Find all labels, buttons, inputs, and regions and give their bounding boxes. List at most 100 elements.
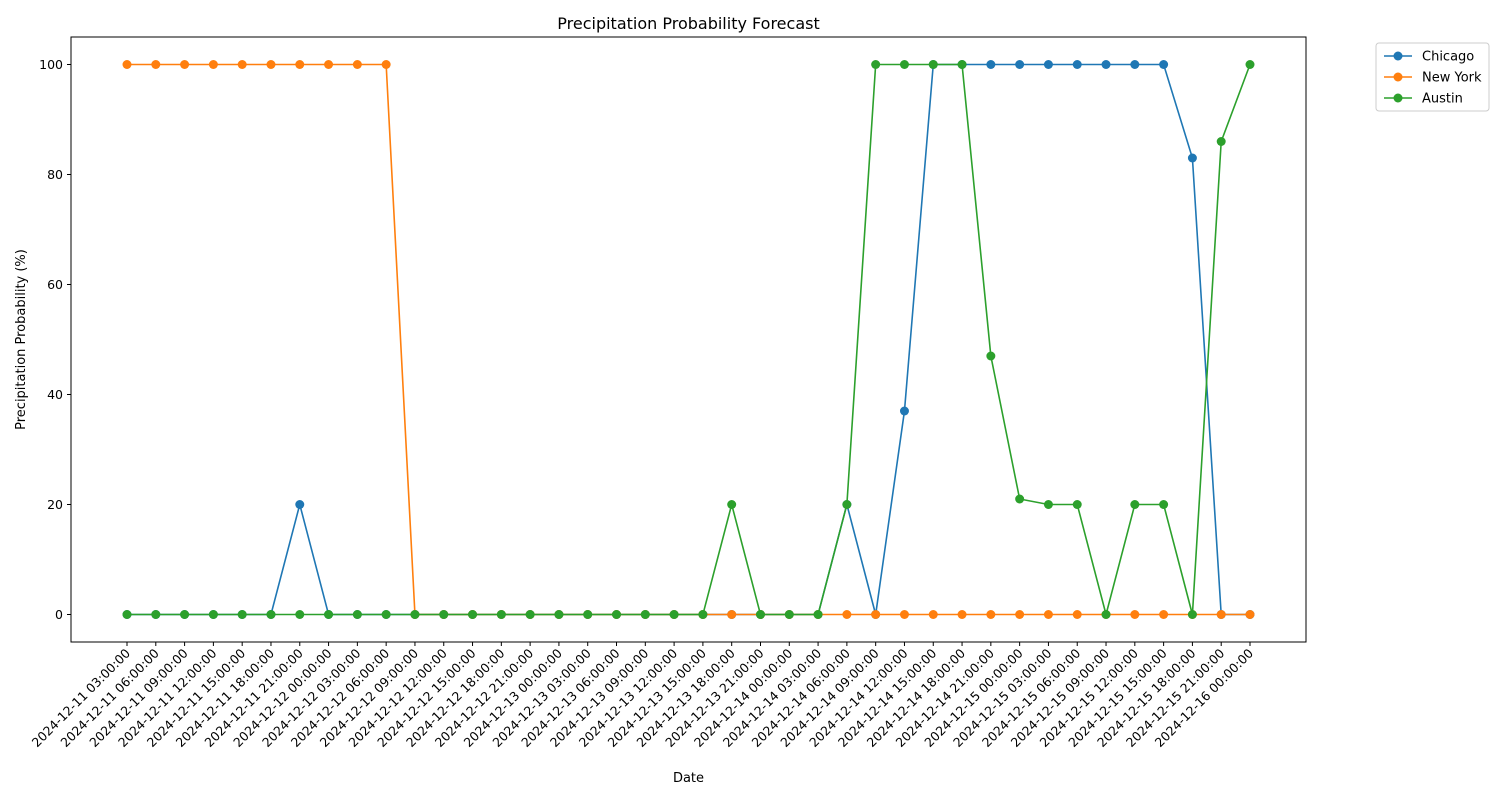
y-tick-label: 40 bbox=[47, 387, 63, 402]
data-point bbox=[439, 610, 449, 619]
data-point bbox=[1187, 153, 1197, 163]
data-point bbox=[727, 500, 737, 509]
data-point bbox=[295, 610, 305, 619]
data-point bbox=[1072, 60, 1082, 69]
y-tick-label: 60 bbox=[47, 277, 63, 292]
data-point bbox=[1130, 610, 1140, 619]
x-axis-label: Date bbox=[673, 771, 704, 786]
data-point bbox=[986, 610, 996, 619]
data-point bbox=[496, 610, 506, 619]
data-point bbox=[208, 610, 218, 619]
data-point bbox=[468, 610, 478, 619]
data-point bbox=[237, 610, 247, 619]
data-point bbox=[957, 610, 967, 619]
data-point bbox=[871, 60, 881, 69]
legend-marker bbox=[1393, 72, 1403, 82]
data-point bbox=[151, 60, 161, 69]
plot-frame bbox=[70, 36, 1307, 643]
series-austin bbox=[122, 60, 1255, 619]
legend-label: New York bbox=[1422, 71, 1482, 86]
legend-marker bbox=[1393, 51, 1403, 61]
data-point bbox=[324, 60, 334, 69]
data-point bbox=[324, 610, 334, 619]
data-point bbox=[1072, 610, 1082, 619]
data-point bbox=[1245, 60, 1255, 69]
data-point bbox=[1015, 494, 1025, 504]
legend-label: Chicago bbox=[1422, 50, 1474, 65]
data-point bbox=[612, 610, 622, 619]
data-point bbox=[698, 610, 708, 619]
data-point bbox=[1159, 500, 1169, 509]
data-point bbox=[1216, 610, 1226, 619]
data-point bbox=[899, 610, 909, 619]
data-point bbox=[352, 610, 362, 619]
data-point bbox=[295, 500, 305, 509]
data-point bbox=[295, 60, 305, 69]
data-point bbox=[122, 60, 132, 69]
data-point bbox=[1159, 610, 1169, 619]
data-point bbox=[784, 610, 794, 619]
data-point bbox=[151, 610, 161, 619]
legend-label: Austin bbox=[1422, 92, 1463, 107]
data-point bbox=[180, 610, 190, 619]
data-point bbox=[237, 60, 247, 69]
legend-box bbox=[1375, 42, 1490, 112]
legend: Chicago New York Austin bbox=[1375, 42, 1490, 112]
data-point bbox=[928, 610, 938, 619]
y-axis-label: Precipitation Probability (%) bbox=[14, 249, 29, 430]
series-line bbox=[127, 63, 1250, 616]
data-point bbox=[1187, 610, 1197, 619]
data-point bbox=[727, 610, 737, 619]
data-point bbox=[986, 351, 996, 361]
data-point bbox=[1101, 610, 1111, 619]
data-point bbox=[180, 60, 190, 69]
data-point bbox=[1072, 500, 1082, 509]
data-point bbox=[1043, 610, 1053, 619]
data-point bbox=[208, 60, 218, 69]
data-point bbox=[899, 60, 909, 69]
legend-marker bbox=[1393, 93, 1403, 103]
data-point bbox=[381, 610, 391, 619]
data-point bbox=[410, 610, 420, 619]
data-point bbox=[122, 610, 132, 619]
data-point bbox=[842, 610, 852, 619]
data-point bbox=[266, 60, 276, 69]
data-point bbox=[1130, 500, 1140, 509]
series-line bbox=[127, 63, 1251, 618]
data-point bbox=[381, 60, 391, 69]
y-tick-label: 100 bbox=[39, 57, 63, 72]
data-point bbox=[554, 610, 564, 619]
y-tick-label: 20 bbox=[47, 497, 63, 512]
data-point bbox=[755, 610, 765, 619]
data-point bbox=[1015, 60, 1025, 69]
chart-title: Precipitation Probability Forecast bbox=[557, 14, 819, 33]
data-point bbox=[1130, 60, 1140, 69]
data-point bbox=[1216, 137, 1226, 146]
y-tick-label: 80 bbox=[47, 167, 63, 182]
data-point bbox=[640, 610, 650, 619]
data-point bbox=[1245, 610, 1255, 619]
data-point bbox=[352, 60, 362, 69]
data-point bbox=[1159, 60, 1169, 69]
data-point bbox=[1101, 60, 1111, 69]
y-tick-label: 0 bbox=[55, 607, 63, 622]
series-line bbox=[127, 63, 1250, 616]
data-point bbox=[899, 406, 909, 416]
y-axis: 0 20 40 60 80 100 bbox=[39, 57, 71, 622]
data-point bbox=[842, 500, 852, 509]
data-point bbox=[1043, 500, 1053, 509]
plot-marks bbox=[122, 60, 1255, 619]
data-point bbox=[928, 60, 938, 69]
data-point bbox=[986, 60, 996, 69]
data-point bbox=[1015, 610, 1025, 619]
data-point bbox=[1043, 60, 1053, 69]
data-point bbox=[871, 610, 881, 619]
data-point bbox=[266, 610, 276, 619]
data-point bbox=[525, 610, 535, 619]
data-point bbox=[583, 610, 593, 619]
data-point bbox=[813, 610, 823, 619]
data-point bbox=[957, 60, 967, 69]
data-point bbox=[669, 610, 679, 619]
